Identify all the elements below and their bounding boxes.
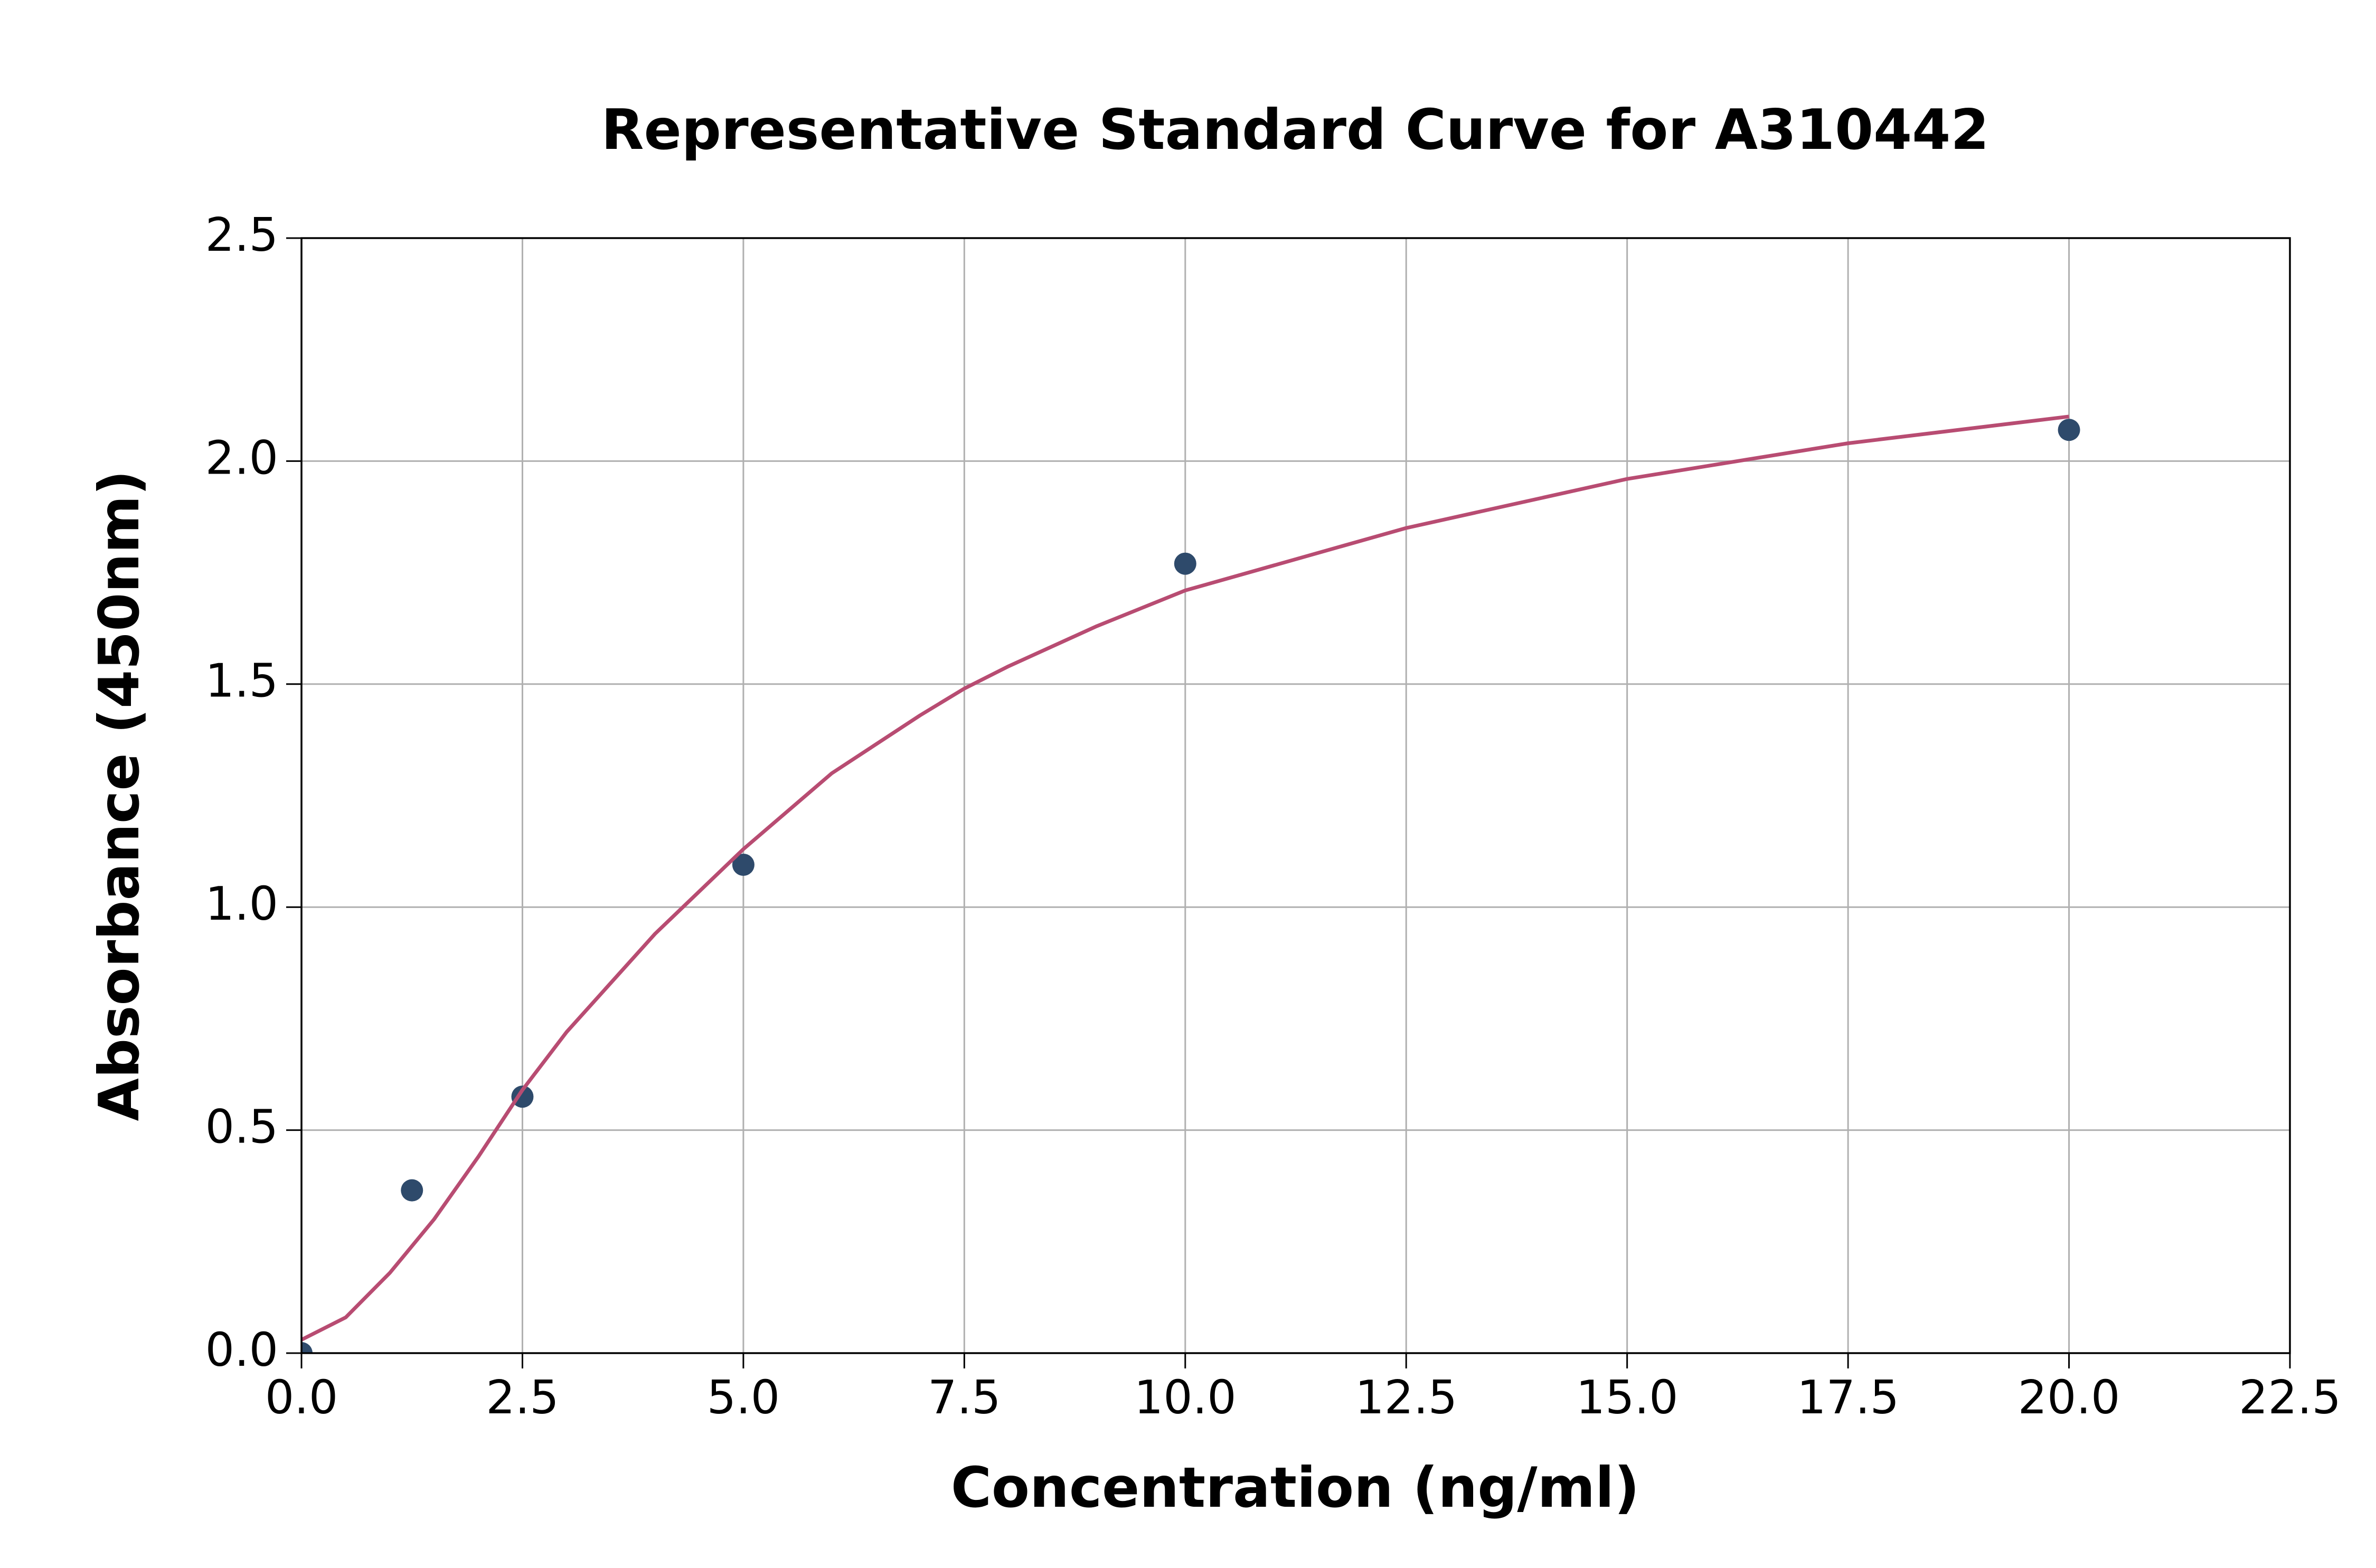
chart-title: Representative Standard Curve for A31044… bbox=[601, 98, 1990, 162]
x-tick-label: 5.0 bbox=[707, 1371, 780, 1424]
y-tick-label: 0.0 bbox=[205, 1323, 278, 1377]
x-tick-label: 12.5 bbox=[1355, 1371, 1457, 1424]
x-tick-label: 17.5 bbox=[1797, 1371, 1899, 1424]
fit-curve bbox=[301, 414, 2069, 1342]
plot-area bbox=[301, 414, 2080, 1353]
data-point bbox=[511, 1085, 534, 1108]
x-tick-label: 15.0 bbox=[1576, 1371, 1679, 1424]
data-point bbox=[2058, 419, 2080, 441]
x-tick-label: 22.5 bbox=[2239, 1371, 2341, 1424]
y-tick-label: 1.5 bbox=[205, 654, 278, 708]
x-tick-label: 0.0 bbox=[265, 1371, 338, 1424]
y-tick-label: 2.5 bbox=[205, 208, 278, 262]
axes-frame bbox=[300, 237, 2291, 1354]
y-tick-label: 1.0 bbox=[205, 877, 278, 931]
data-point bbox=[401, 1179, 423, 1202]
y-tick-label: 2.0 bbox=[205, 431, 278, 485]
x-axis-label: Concentration (ng/ml) bbox=[951, 1456, 1639, 1520]
x-tick-label: 7.5 bbox=[928, 1371, 1001, 1424]
data-point bbox=[1174, 552, 1196, 575]
data-point bbox=[301, 1342, 313, 1353]
x-tick-label: 2.5 bbox=[486, 1371, 559, 1424]
x-tick-label: 10.0 bbox=[1134, 1371, 1237, 1424]
data-point bbox=[732, 853, 755, 876]
ticks: 0.0 2.5 5.0 7.5 10.0 12.5 15.0 17.5 20.0 22.5 0.0 0… bbox=[205, 208, 2341, 1424]
y-tick-label: 0.5 bbox=[205, 1100, 278, 1154]
x-tick-label: 20.0 bbox=[2018, 1371, 2120, 1424]
y-axis-label: Absorbance (450nm) bbox=[87, 470, 152, 1121]
